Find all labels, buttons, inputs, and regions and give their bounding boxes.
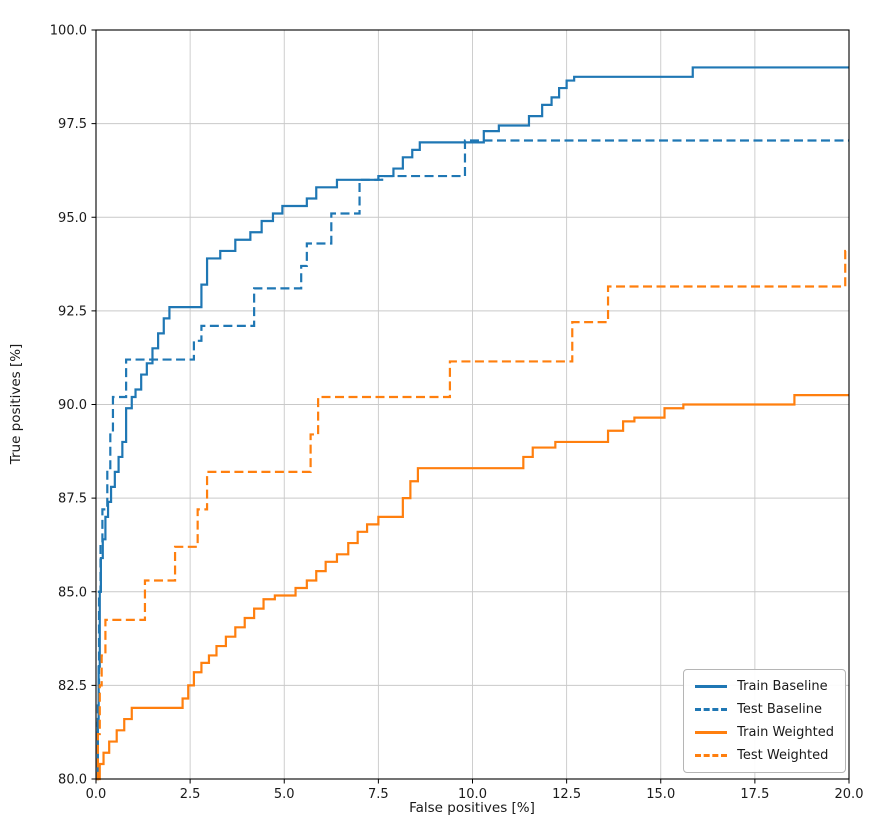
y-tick-label: 85.0 xyxy=(58,585,87,600)
legend-item-test-weighted: Test Weighted xyxy=(695,747,834,764)
legend-item-test-baseline: Test Baseline xyxy=(695,701,834,718)
series-train-baseline xyxy=(96,66,849,781)
x-tick-label: 12.5 xyxy=(552,787,581,802)
y-tick-label: 82.5 xyxy=(58,679,87,694)
x-axis-label: False positives [%] xyxy=(409,800,535,816)
y-tick-label: 97.5 xyxy=(58,117,87,132)
y-tick-label: 90.0 xyxy=(58,398,87,413)
y-tick-label: 95.0 xyxy=(58,211,87,226)
legend-label: Test Weighted xyxy=(737,748,829,763)
x-tick-label: 17.5 xyxy=(740,787,769,802)
legend-item-train-weighted: Train Weighted xyxy=(695,724,834,741)
y-tick-label: 92.5 xyxy=(58,304,87,319)
x-tick-label: 15.0 xyxy=(646,787,675,802)
line-sample-icon xyxy=(695,754,728,757)
x-tick-label: 20.0 xyxy=(835,787,864,802)
data-series xyxy=(96,66,849,781)
legend: Train Baseline Test Baseline Train Weigh… xyxy=(683,669,846,773)
y-axis-label: True positives [%] xyxy=(8,344,24,466)
legend-item-train-baseline: Train Baseline xyxy=(695,678,834,695)
line-sample-icon xyxy=(695,685,728,688)
line-sample-icon xyxy=(695,708,728,711)
line-sample-icon xyxy=(695,731,728,734)
x-tick-label: 7.5 xyxy=(368,787,389,802)
legend-label: Train Baseline xyxy=(737,679,828,694)
x-tick-label: 5.0 xyxy=(274,787,295,802)
legend-label: Test Baseline xyxy=(737,702,822,717)
x-tick-label: 0.0 xyxy=(86,787,107,802)
y-tick-label: 100.0 xyxy=(50,24,87,39)
axis-ticks: 0.0 2.5 5.0 7.5 10.0 12.5 15.0 17.5 20.0 80.0 82.5… xyxy=(50,24,864,803)
y-tick-label: 80.0 xyxy=(58,773,87,788)
series-test-weighted xyxy=(96,249,849,781)
series-train-weighted xyxy=(96,394,849,781)
x-tick-label: 10.0 xyxy=(458,787,487,802)
y-tick-label: 87.5 xyxy=(58,492,87,507)
legend-label: Train Weighted xyxy=(737,725,834,740)
x-tick-label: 2.5 xyxy=(180,787,201,802)
series-test-baseline xyxy=(96,139,849,781)
